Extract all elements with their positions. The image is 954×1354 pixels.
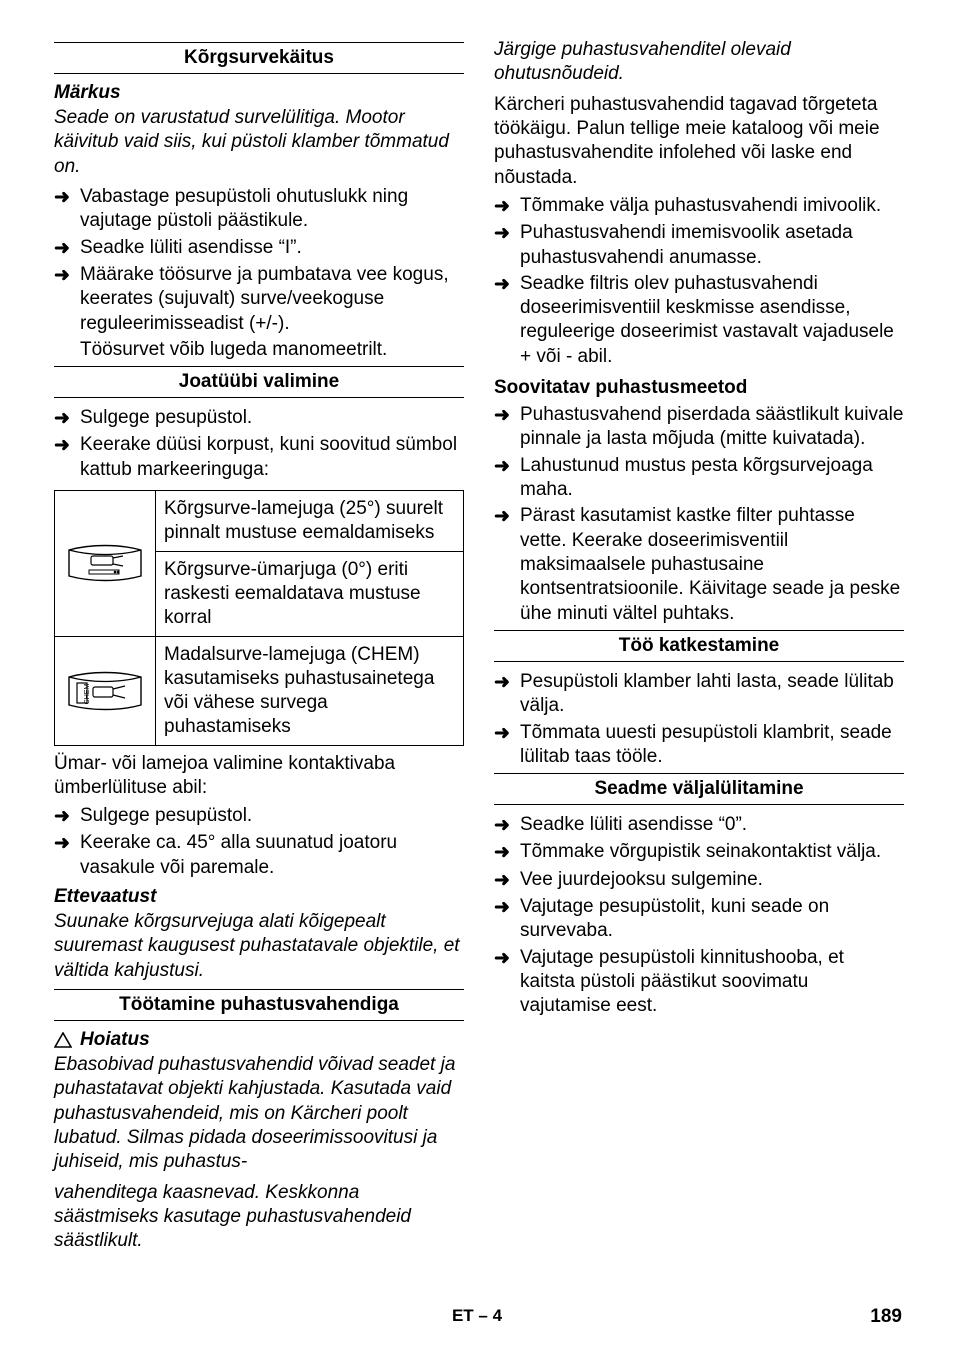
list-item-text: Määrake töösurve ja pumbatava vee kogus,… <box>80 263 464 336</box>
list-item: ➜ Sulgege pesupüstol. <box>54 804 464 829</box>
arrow-icon: ➜ <box>494 221 520 246</box>
list-item: ➜ Puhastusvahendi imemisvoolik asetada p… <box>494 221 904 270</box>
list-item: ➜ Seadke lüliti asendisse “I”. <box>54 236 464 261</box>
table-row: Kõrgsurve-lamejuga (25°) suurelt pinnalt… <box>55 491 464 552</box>
footer-page-number: 189 <box>870 1306 902 1328</box>
list-item: ➜ Tõmmata uuesti pesupüstoli klambrit, s… <box>494 721 904 770</box>
table-cell: Kõrgsurve-lamejuga (25°) suurelt pinnalt… <box>156 491 464 552</box>
list-item-text: Vajutage pesupüstoli kinnitushooba, et k… <box>520 946 904 1019</box>
table-cell: Madalsurve-lamejuga (CHEM) kasutamiseks … <box>156 636 464 745</box>
heading-joatuubi: Joatüübi valimine <box>54 366 464 398</box>
list-item-text: Sulgege pesupüstol. <box>80 406 464 430</box>
paragraph: Ümar- või lamejoa valimine kontaktivaba … <box>54 752 464 801</box>
list-item-text: Keerake ca. 45° alla suunatud joatoru va… <box>80 831 464 880</box>
list-item-text: Puhastusvahendi imemisvoolik asetada puh… <box>520 221 904 270</box>
list-item: ➜ Lahustunud mustus pesta kõrgsurvejoaga… <box>494 454 904 503</box>
table-row: CHEM Madalsurve-lamejuga (CHEM) kasutami… <box>55 636 464 745</box>
list-item-text: Vabastage pesupüstoli ohutuslukk ning va… <box>80 185 464 234</box>
list-item-text: Seadke lüliti asendisse “I”. <box>80 236 464 260</box>
list-item: ➜ Pärast kasutamist kastke filter puhtas… <box>494 504 904 626</box>
list-item: ➜ Seadke lüliti asendisse “0”. <box>494 813 904 838</box>
arrow-icon: ➜ <box>494 840 520 865</box>
list-item-text: Lahustunud mustus pesta kõrgsurvejoaga m… <box>520 454 904 503</box>
list-item: ➜ Vajutage pesupüstolit, kuni seade on s… <box>494 895 904 944</box>
list-item-text: Sulgege pesupüstol. <box>80 804 464 828</box>
heading-seadme-valjalulitamine: Seadme väljalülitamine <box>494 773 904 805</box>
table-cell: Kõrgsurve-ümarjuga (0°) eriti raskesti e… <box>156 551 464 636</box>
list-item-text: Vajutage pesupüstolit, kuni seade on sur… <box>520 895 904 944</box>
heading-korgsurvekaitus: Kõrgsurvekäitus <box>54 42 464 74</box>
list-item-text: Tõmmake võrgupistik seinakontaktist välj… <box>520 840 904 864</box>
arrow-icon: ➜ <box>494 403 520 428</box>
list-item: ➜ Keerake ca. 45° alla suunatud joatoru … <box>54 831 464 880</box>
paragraph: Kärcheri puhastusvahendid tagavad tõrget… <box>494 93 904 190</box>
arrow-icon: ➜ <box>54 263 80 288</box>
list-item: ➜ Määrake töösurve ja pumbatava vee kogu… <box>54 263 464 336</box>
jet-type-table: Kõrgsurve-lamejuga (25°) suurelt pinnalt… <box>54 490 464 745</box>
arrow-icon: ➜ <box>54 236 80 261</box>
list-item-text: Seadke filtris olev puhastusvahendi dose… <box>520 272 904 369</box>
list-item: ➜ Vajutage pesupüstoli kinnitushooba, et… <box>494 946 904 1019</box>
list-item: ➜ Keerake düüsi korpust, kuni soovitud s… <box>54 433 464 482</box>
subheading-soovitatav: Soovitatav puhastusmeetod <box>494 377 904 399</box>
list-item-text: Tõmmake välja puhastusvahendi imivoolik. <box>520 194 904 218</box>
list-item: ➜ Vabastage pesupüstoli ohutuslukk ning … <box>54 185 464 234</box>
heading-too-katkestamine: Töö katkestamine <box>494 630 904 662</box>
arrow-icon: ➜ <box>54 406 80 431</box>
list-item: ➜ Puhastusvahend piserdada säästlikult k… <box>494 403 904 452</box>
arrow-icon: ➜ <box>494 946 520 971</box>
caution-label: Ettevaatust <box>54 886 464 908</box>
list-item: ➜ Vee juurdejooksu sulgemine. <box>494 868 904 893</box>
arrow-icon: ➜ <box>54 831 80 856</box>
arrow-icon: ➜ <box>54 433 80 458</box>
page: Kõrgsurvekäitus Märkus Seade on varustat… <box>0 0 954 1354</box>
arrow-icon: ➜ <box>54 804 80 829</box>
svg-text:CHEM: CHEM <box>84 683 91 704</box>
list-item: ➜ Tõmmake välja puhastusvahendi imivooli… <box>494 194 904 219</box>
list-item: ➜ Sulgege pesupüstol. <box>54 406 464 431</box>
arrow-icon: ➜ <box>494 504 520 529</box>
warning-triangle-icon <box>54 1032 72 1048</box>
list-item: ➜ Pesupüstoli klamber lahti lasta, seade… <box>494 670 904 719</box>
list-item: ➜ Tõmmake võrgupistik seinakontaktist vä… <box>494 840 904 865</box>
arrow-icon: ➜ <box>494 895 520 920</box>
note-text: Seade on varustatud survelülitiga. Mooto… <box>54 106 464 179</box>
arrow-icon: ➜ <box>494 670 520 695</box>
warning-text: Ebasobivad puhastusvahendid võivad seade… <box>54 1053 464 1175</box>
nozzle-flat-icon <box>55 491 156 637</box>
arrow-icon: ➜ <box>494 454 520 479</box>
list-item-text: Puhastusvahend piserdada säästlikult kui… <box>520 403 904 452</box>
arrow-icon: ➜ <box>494 721 520 746</box>
arrow-icon: ➜ <box>494 272 520 297</box>
warning-continuation: vahenditega kaasnevad. Keskkonna säästmi… <box>54 1181 464 1254</box>
list-item: ➜ Seadke filtris olev puhastusvahendi do… <box>494 272 904 369</box>
heading-tootamine: Töötamine puhastusvahendiga <box>54 989 464 1021</box>
caution-text: Suunake kõrgsurvejuga alati kõigepealt s… <box>54 910 464 983</box>
footer-section-label: ET – 4 <box>452 1306 502 1326</box>
page-footer: ET – 4 189 <box>0 1306 954 1328</box>
two-column-layout: Kõrgsurvekäitus Märkus Seade on varustat… <box>54 38 904 1288</box>
list-item-text: Pesupüstoli klamber lahti lasta, seade l… <box>520 670 904 719</box>
warning-label: Hoiatus <box>80 1029 150 1051</box>
list-item-text: Tõmmata uuesti pesupüstoli klambrit, sea… <box>520 721 904 770</box>
nozzle-chem-icon: CHEM <box>55 636 156 745</box>
note-label: Märkus <box>54 82 464 104</box>
list-item-text: Pärast kasutamist kastke filter puhtasse… <box>520 504 904 626</box>
list-continuation: Töösurvet võib lugeda manomeetrilt. <box>80 338 464 362</box>
list-item-text: Keerake düüsi korpust, kuni soovitud süm… <box>80 433 464 482</box>
warning-continuation: Järgige puhastusvahenditel olevaid ohutu… <box>494 38 904 87</box>
warning-line: Hoiatus <box>54 1029 464 1051</box>
arrow-icon: ➜ <box>494 194 520 219</box>
list-item-text: Vee juurdejooksu sulgemine. <box>520 868 904 892</box>
arrow-icon: ➜ <box>54 185 80 210</box>
arrow-icon: ➜ <box>494 813 520 838</box>
list-item-text: Seadke lüliti asendisse “0”. <box>520 813 904 837</box>
arrow-icon: ➜ <box>494 868 520 893</box>
